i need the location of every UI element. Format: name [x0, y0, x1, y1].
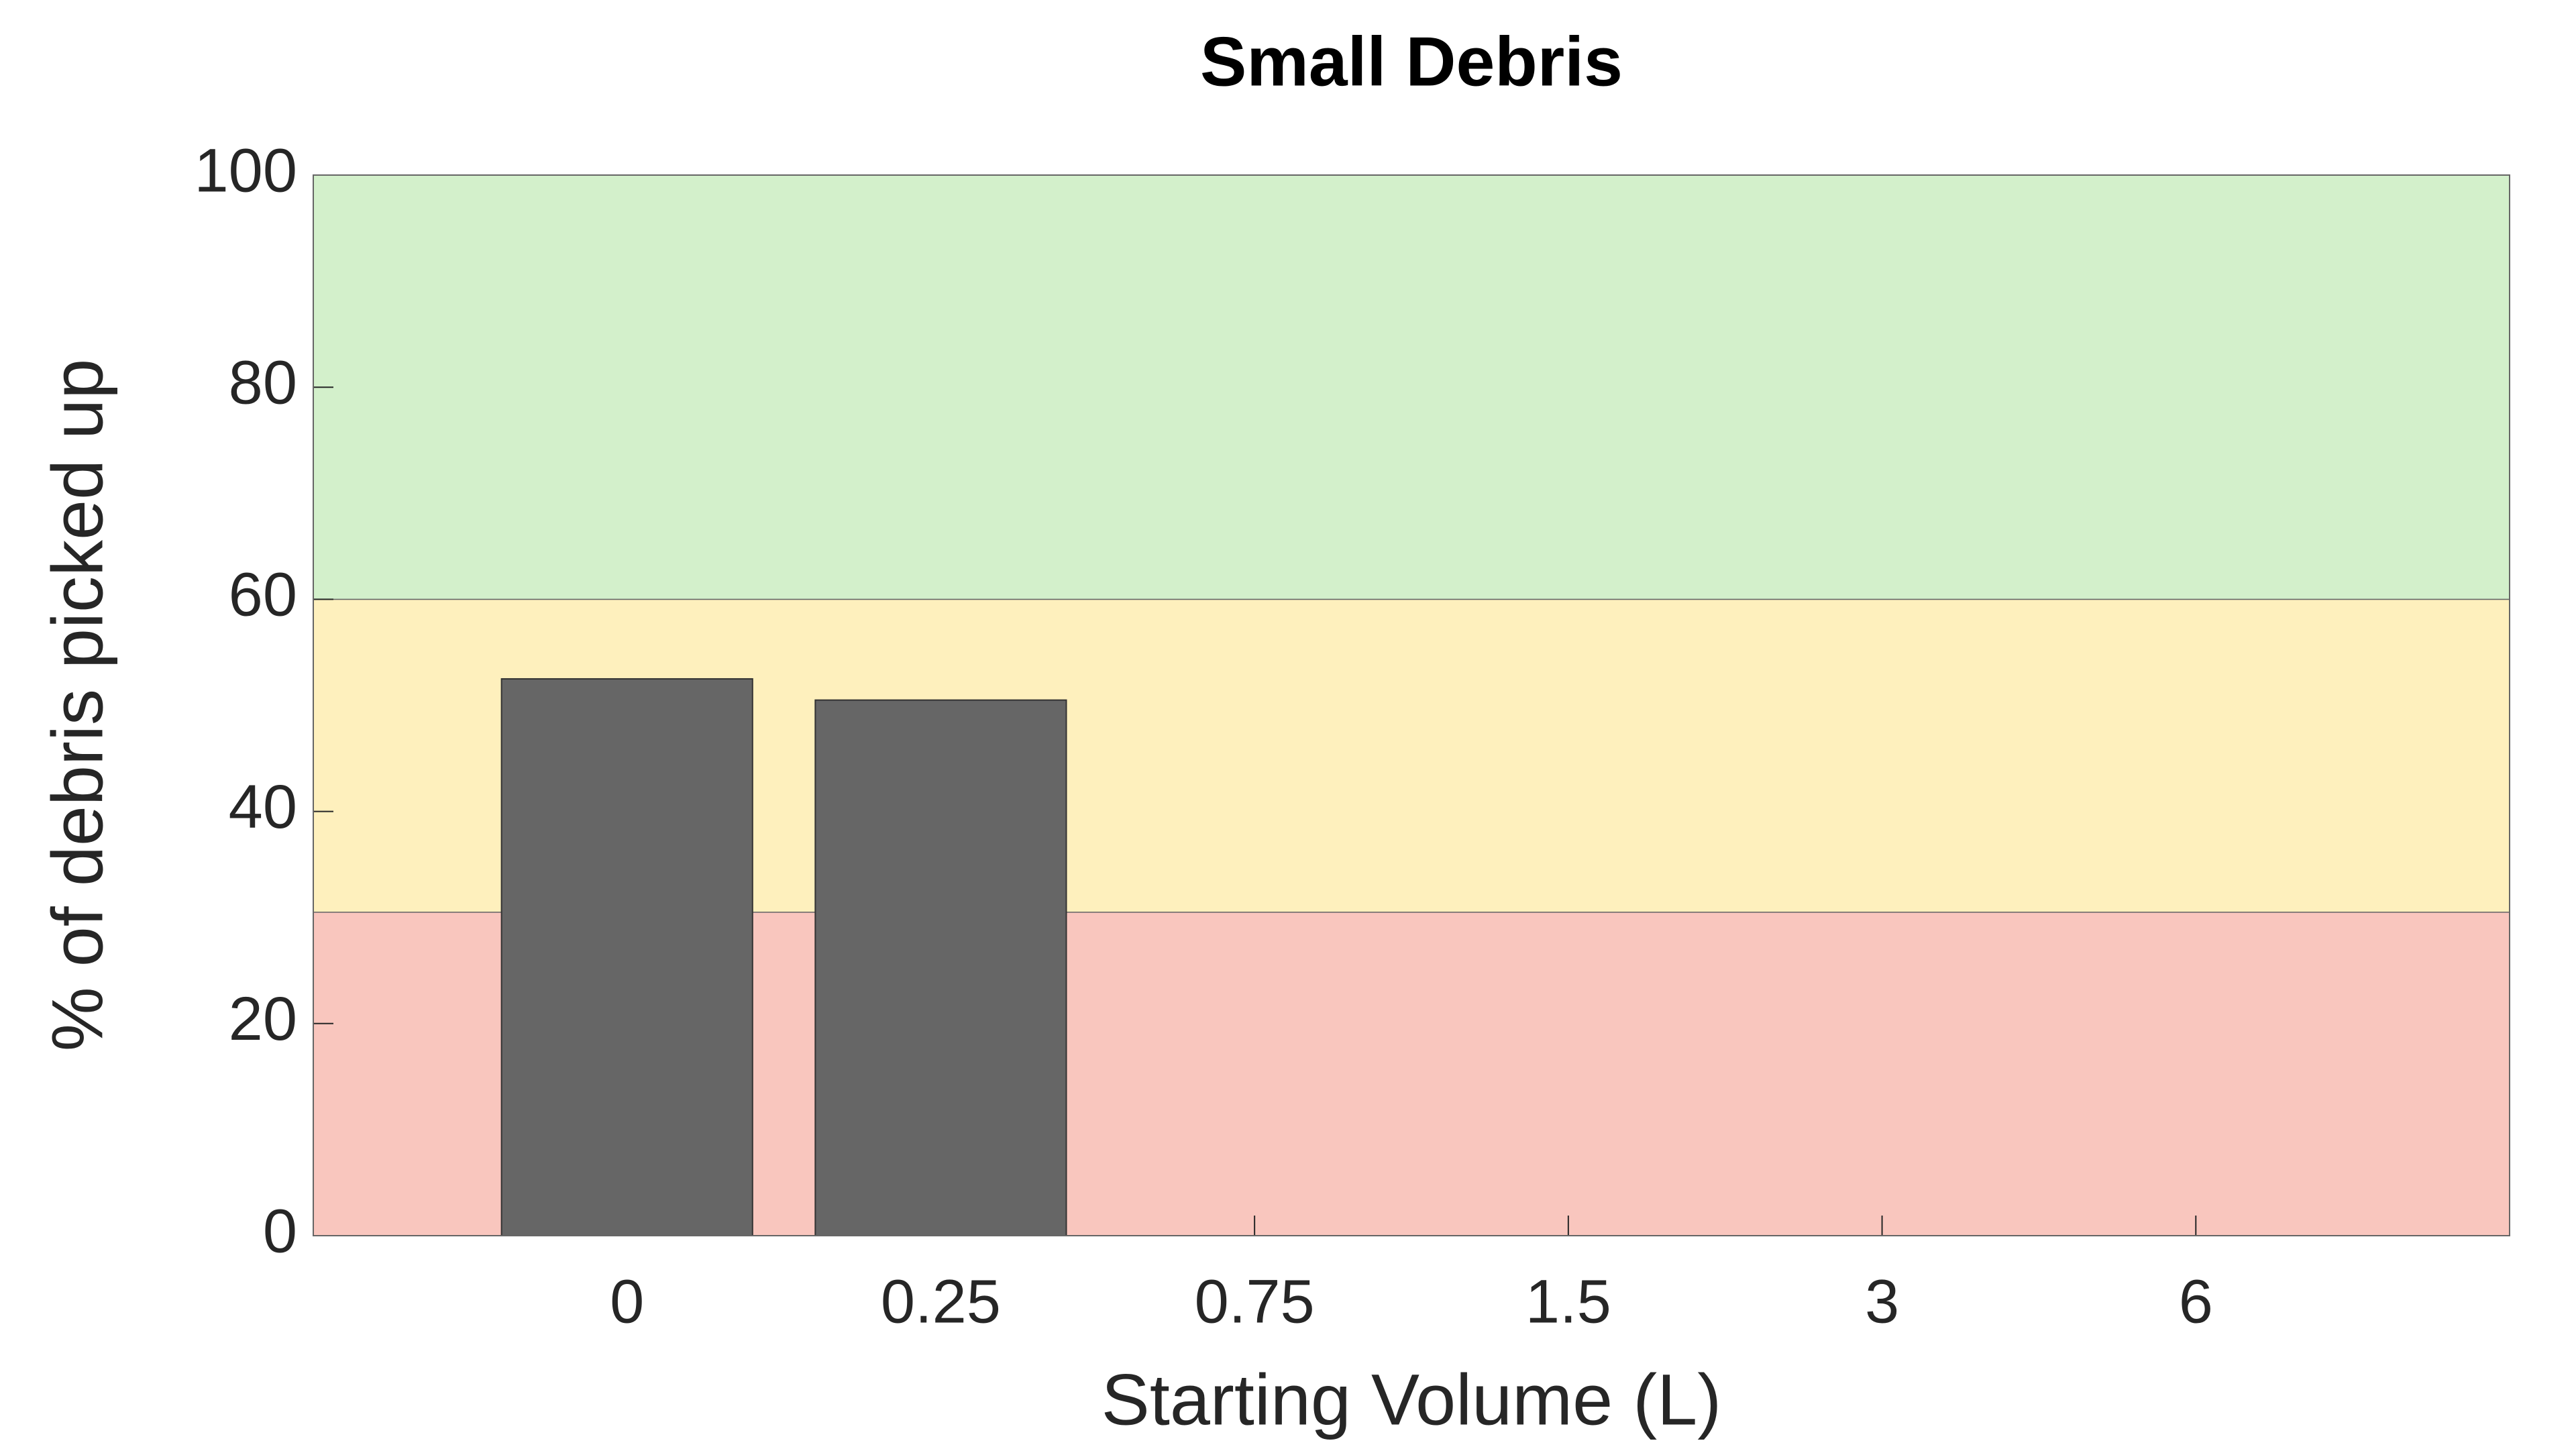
x-axis-label: Starting Volume (L) [1102, 1359, 1721, 1440]
y-tick-label: 60 [229, 561, 297, 629]
chart-title: Small Debris [1200, 23, 1623, 101]
x-tick-label: 0.25 [881, 1267, 1001, 1336]
plot-frame [313, 174, 2510, 1236]
y-tick-label: 20 [229, 985, 297, 1053]
y-axis-label: % of debris picked up [37, 359, 118, 1052]
y-tick-label: 100 [195, 136, 298, 205]
y-tick-label: 80 [229, 348, 297, 417]
x-tick-label: 3 [1865, 1267, 1899, 1336]
zone [313, 174, 2510, 600]
bar [500, 678, 753, 1236]
x-tick-label: 0.75 [1195, 1267, 1315, 1336]
y-tick-label: 0 [263, 1197, 297, 1265]
x-tick-label: 1.5 [1525, 1267, 1611, 1336]
y-tick-label: 40 [229, 773, 297, 841]
x-tick-label: 6 [2179, 1267, 2213, 1336]
bar [814, 699, 1067, 1236]
x-tick-label: 0 [610, 1267, 644, 1336]
